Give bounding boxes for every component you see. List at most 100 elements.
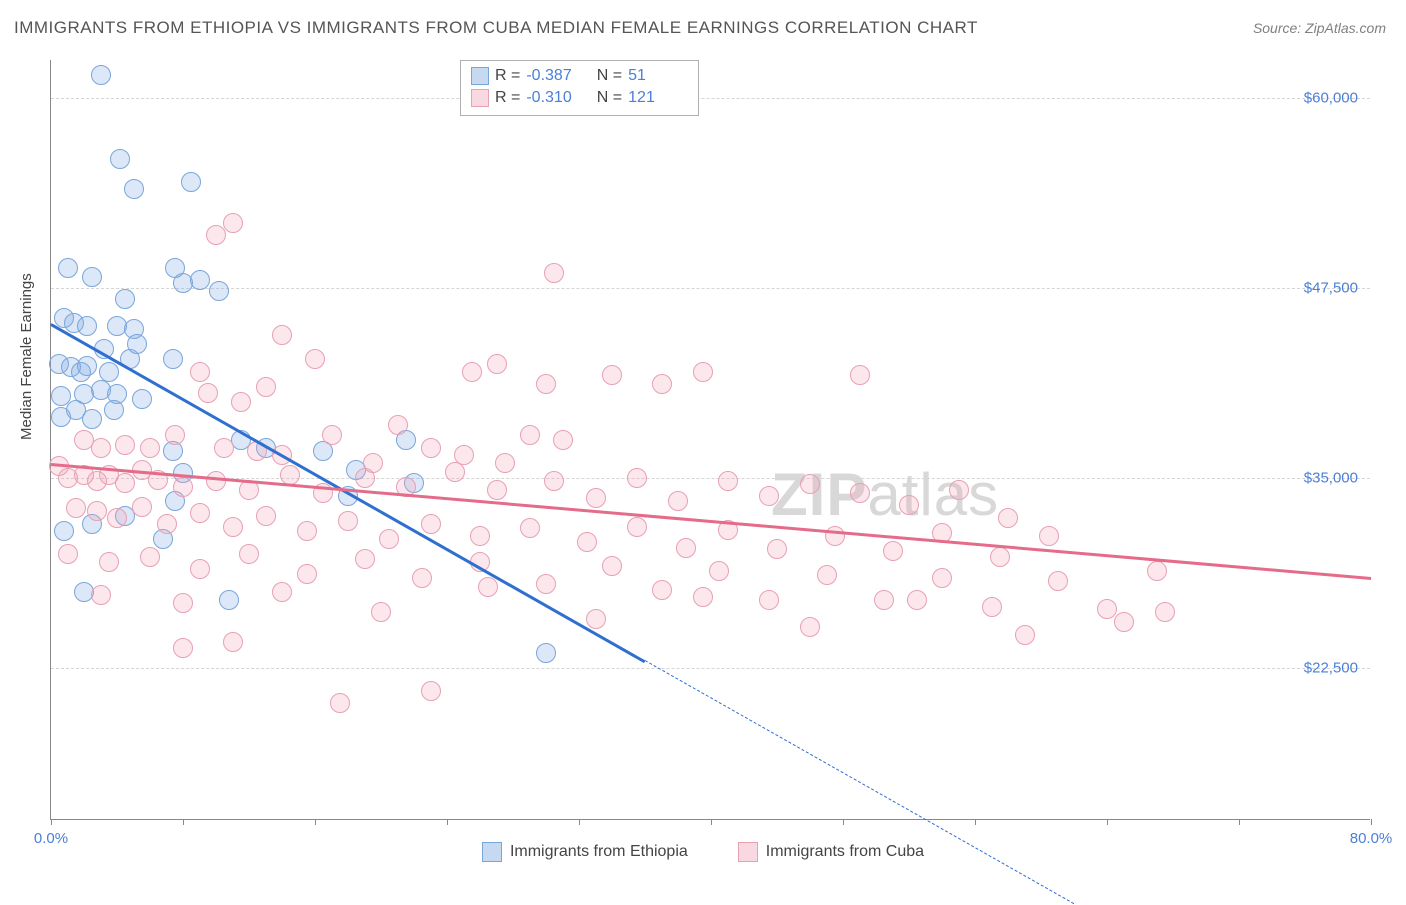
stats-r-value: -0.310 bbox=[526, 89, 586, 107]
data-point-ethiopia bbox=[127, 334, 147, 354]
data-point-cuba bbox=[1097, 599, 1117, 619]
data-point-cuba bbox=[462, 362, 482, 382]
data-point-cuba bbox=[602, 556, 622, 576]
stats-n-value: 121 bbox=[628, 89, 688, 107]
x-tick bbox=[1107, 819, 1108, 825]
data-point-cuba bbox=[231, 392, 251, 412]
legend-label: Immigrants from Cuba bbox=[766, 843, 924, 861]
stats-r-value: -0.387 bbox=[526, 67, 586, 85]
x-tick bbox=[711, 819, 712, 825]
data-point-cuba bbox=[173, 638, 193, 658]
x-tick bbox=[1239, 819, 1240, 825]
legend-item-cuba: Immigrants from Cuba bbox=[738, 842, 924, 862]
data-point-cuba bbox=[949, 480, 969, 500]
data-point-cuba bbox=[223, 517, 243, 537]
data-point-cuba bbox=[115, 435, 135, 455]
data-point-cuba bbox=[767, 539, 787, 559]
data-point-cuba bbox=[58, 544, 78, 564]
x-tick bbox=[579, 819, 580, 825]
data-point-cuba bbox=[800, 474, 820, 494]
data-point-cuba bbox=[305, 349, 325, 369]
data-point-ethiopia bbox=[181, 172, 201, 192]
data-point-cuba bbox=[652, 580, 672, 600]
data-point-cuba bbox=[173, 477, 193, 497]
data-point-cuba bbox=[412, 568, 432, 588]
data-point-cuba bbox=[800, 617, 820, 637]
gridline bbox=[51, 478, 1370, 479]
stats-n-label: N = bbox=[592, 89, 622, 107]
data-point-cuba bbox=[553, 430, 573, 450]
data-point-ethiopia bbox=[58, 258, 78, 278]
data-point-cuba bbox=[520, 518, 540, 538]
y-axis-label: Median Female Earnings bbox=[18, 273, 35, 440]
x-tick bbox=[447, 819, 448, 825]
x-tick bbox=[975, 819, 976, 825]
data-point-cuba bbox=[1039, 526, 1059, 546]
data-point-cuba bbox=[577, 532, 597, 552]
data-point-cuba bbox=[990, 547, 1010, 567]
data-point-cuba bbox=[825, 526, 845, 546]
data-point-cuba bbox=[132, 497, 152, 517]
data-point-cuba bbox=[495, 453, 515, 473]
data-point-ethiopia bbox=[132, 389, 152, 409]
data-point-ethiopia bbox=[82, 267, 102, 287]
data-point-ethiopia bbox=[219, 590, 239, 610]
data-point-cuba bbox=[759, 486, 779, 506]
data-point-cuba bbox=[1015, 625, 1035, 645]
data-point-cuba bbox=[602, 365, 622, 385]
data-point-cuba bbox=[693, 587, 713, 607]
data-point-cuba bbox=[874, 590, 894, 610]
data-point-cuba bbox=[850, 365, 870, 385]
data-point-cuba bbox=[140, 438, 160, 458]
data-point-cuba bbox=[223, 213, 243, 233]
data-point-cuba bbox=[214, 438, 234, 458]
data-point-cuba bbox=[371, 602, 391, 622]
data-point-cuba bbox=[544, 471, 564, 491]
stats-swatch-cuba bbox=[471, 89, 489, 107]
data-point-cuba bbox=[256, 377, 276, 397]
stats-n-value: 51 bbox=[628, 67, 688, 85]
data-point-cuba bbox=[718, 471, 738, 491]
x-tick bbox=[183, 819, 184, 825]
data-point-cuba bbox=[998, 508, 1018, 528]
y-tick-label: $22,500 bbox=[1304, 660, 1358, 677]
data-point-cuba bbox=[338, 511, 358, 531]
data-point-cuba bbox=[544, 263, 564, 283]
data-point-cuba bbox=[932, 568, 952, 588]
data-point-ethiopia bbox=[115, 289, 135, 309]
data-point-cuba bbox=[536, 574, 556, 594]
data-point-cuba bbox=[66, 498, 86, 518]
gridline bbox=[51, 288, 1370, 289]
data-point-cuba bbox=[99, 552, 119, 572]
data-point-ethiopia bbox=[82, 409, 102, 429]
data-point-cuba bbox=[239, 544, 259, 564]
stats-r-label: R = bbox=[495, 89, 520, 107]
data-point-cuba bbox=[676, 538, 696, 558]
data-point-cuba bbox=[536, 374, 556, 394]
data-point-cuba bbox=[91, 585, 111, 605]
plot-area: ZIPatlas $22,500$35,000$47,500$60,0000.0… bbox=[50, 60, 1370, 820]
data-point-cuba bbox=[693, 362, 713, 382]
data-point-cuba bbox=[586, 609, 606, 629]
data-point-ethiopia bbox=[163, 349, 183, 369]
legend-label: Immigrants from Ethiopia bbox=[510, 843, 688, 861]
data-point-cuba bbox=[272, 582, 292, 602]
stats-swatch-ethiopia bbox=[471, 67, 489, 85]
data-point-cuba bbox=[355, 549, 375, 569]
gridline bbox=[51, 98, 1370, 99]
data-point-cuba bbox=[759, 590, 779, 610]
data-point-cuba bbox=[280, 465, 300, 485]
watermark-rest: atlas bbox=[867, 461, 999, 528]
data-point-cuba bbox=[1147, 561, 1167, 581]
x-tick bbox=[843, 819, 844, 825]
data-point-cuba bbox=[107, 508, 127, 528]
stats-r-label: R = bbox=[495, 67, 520, 85]
data-point-cuba bbox=[190, 362, 210, 382]
data-point-ethiopia bbox=[54, 521, 74, 541]
data-point-cuba bbox=[297, 521, 317, 541]
data-point-cuba bbox=[487, 354, 507, 374]
data-point-cuba bbox=[379, 529, 399, 549]
data-point-cuba bbox=[478, 577, 498, 597]
data-point-cuba bbox=[223, 632, 243, 652]
data-point-cuba bbox=[445, 462, 465, 482]
